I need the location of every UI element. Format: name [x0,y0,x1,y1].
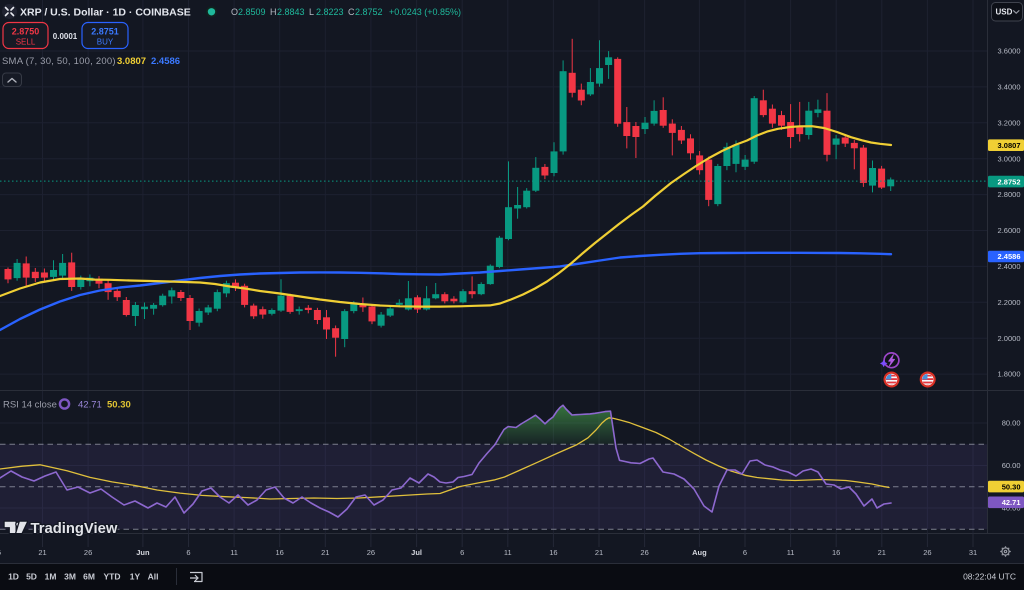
svg-text:1Y: 1Y [130,572,141,582]
svg-text:6M: 6M [83,572,95,582]
svg-text:Jul: Jul [411,548,422,557]
svg-text:+0.0243 (+0.85%): +0.0243 (+0.85%) [389,7,461,17]
svg-text:42.71: 42.71 [78,400,102,411]
svg-text:H: H [270,7,277,17]
svg-text:SELL: SELL [16,38,36,47]
svg-text:Jun: Jun [136,548,150,557]
svg-text:2.8509: 2.8509 [238,7,266,17]
svg-text:3M: 3M [64,572,76,582]
svg-text:SMA (7, 30, 50, 100, 200): SMA (7, 30, 50, 100, 200) [2,56,116,67]
svg-text:XRP / U.S. Dollar · 1D · COINB: XRP / U.S. Dollar · 1D · COINBASE [20,6,191,18]
svg-text:3.0000: 3.0000 [998,154,1021,163]
svg-text:TradingView: TradingView [31,521,118,537]
svg-text:2.4586: 2.4586 [998,252,1021,261]
svg-text:21: 21 [38,548,46,557]
svg-text:USD: USD [996,8,1013,17]
svg-text:1D: 1D [8,572,19,582]
svg-text:0.0001: 0.0001 [53,32,78,41]
svg-text:60.00: 60.00 [1002,461,1021,470]
svg-text:3.0807: 3.0807 [117,56,146,67]
svg-text:2.4586: 2.4586 [151,56,180,67]
svg-text:6: 6 [186,548,190,557]
svg-text:26: 26 [640,548,648,557]
svg-text:11: 11 [230,548,238,557]
svg-text:80.00: 80.00 [1002,419,1021,428]
svg-text:YTD: YTD [104,572,121,582]
svg-text:3.0807: 3.0807 [998,141,1021,150]
svg-text:26: 26 [923,548,931,557]
svg-text:C: C [348,7,355,17]
svg-text:L: L [309,7,314,17]
svg-text:6: 6 [460,548,464,557]
svg-text:2.8752: 2.8752 [355,7,383,17]
svg-text:2.2000: 2.2000 [998,298,1021,307]
svg-text:2.8751: 2.8751 [91,27,119,37]
svg-text:50.30: 50.30 [107,400,131,411]
svg-text:2.6000: 2.6000 [998,226,1021,235]
svg-text:16: 16 [0,548,1,557]
svg-text:11: 11 [787,548,795,557]
svg-text:31: 31 [969,548,977,557]
svg-text:2.8750: 2.8750 [12,27,40,37]
svg-text:2.8223: 2.8223 [316,7,344,17]
svg-text:16: 16 [276,548,284,557]
svg-text:42.71: 42.71 [1002,498,1021,507]
svg-text:21: 21 [595,548,603,557]
svg-text:21: 21 [321,548,329,557]
svg-text:2.8843: 2.8843 [277,7,305,17]
svg-text:RSI 14 close: RSI 14 close [3,400,57,411]
svg-text:2.8752: 2.8752 [998,177,1021,186]
svg-text:All: All [148,572,159,582]
svg-text:6: 6 [743,548,747,557]
svg-text:5D: 5D [26,572,37,582]
svg-text:2.8000: 2.8000 [998,190,1021,199]
svg-text:50.30: 50.30 [1002,482,1021,491]
svg-text:1.8000: 1.8000 [998,370,1021,379]
svg-text:16: 16 [832,548,840,557]
svg-text:3.2000: 3.2000 [998,118,1021,127]
svg-text:3.6000: 3.6000 [998,47,1021,56]
svg-text:O: O [231,7,238,17]
svg-text:Aug: Aug [692,548,707,557]
svg-text:21: 21 [878,548,886,557]
svg-text:16: 16 [549,548,557,557]
svg-text:08:22:04 UTC: 08:22:04 UTC [963,572,1016,582]
svg-text:1M: 1M [45,572,57,582]
svg-text:26: 26 [84,548,92,557]
svg-text:2.0000: 2.0000 [998,334,1021,343]
svg-text:11: 11 [504,548,512,557]
svg-text:2.4000: 2.4000 [998,262,1021,271]
svg-text:3.4000: 3.4000 [998,83,1021,92]
svg-text:26: 26 [367,548,375,557]
svg-text:BUY: BUY [97,38,114,47]
